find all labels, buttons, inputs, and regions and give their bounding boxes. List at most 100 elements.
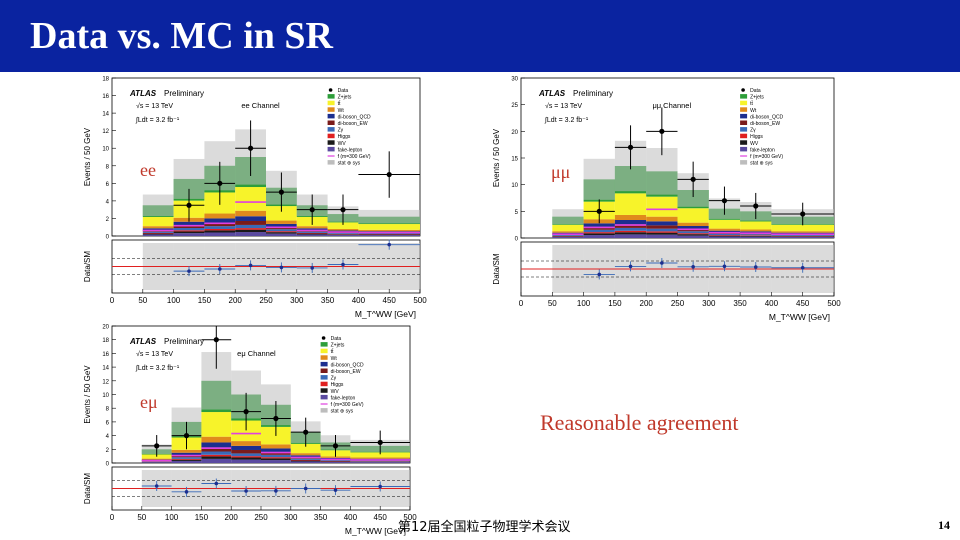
legend-entry: fake-lepton [338,147,363,153]
legend-entry: WV [338,141,347,147]
y-tick-label: 14 [102,112,109,118]
legend-marker [327,140,335,145]
stack-zgamma [141,461,172,462]
data-point [753,203,759,209]
legend-entry: fake-lepton [750,147,775,153]
energy-label: √s = 13 TeV [545,102,582,110]
legend-entry: di-boson_EW [331,369,361,375]
legend-entry: stat ⊕ sys [338,161,361,167]
y-tick-label: 2 [106,448,110,454]
legend-marker [327,100,335,106]
stack-fake-lepton [358,235,420,236]
stack-ttbar [740,221,772,230]
ratio-point [691,264,695,269]
stack-higgs [266,231,297,233]
stack-diboson-ew [204,222,236,227]
legend-entry: di-boson_QCD [338,114,371,120]
stack-diboson-qcd [261,448,291,452]
stack-wt [142,226,174,229]
legend-marker [320,394,328,400]
data-point [340,207,346,213]
stack-diboson-qcd [552,232,584,234]
plot-canvas-ee: 0 2 4 6 8 10 12 14 16 18 Events / 50 GeV ATLAS Preli… [83,77,427,320]
x-tick-label: 350 [314,513,328,522]
stack-fake-lepton [142,234,174,236]
x-axis-label: M_T^WW [GeV] [769,312,830,322]
legend-marker [740,160,748,165]
slide-title: Data vs. MC in SR [30,15,333,57]
legend-entry: Zγ [331,376,337,382]
uncertainty-band [552,209,584,225]
x-tick-label: 50 [138,296,147,305]
y-tick-label: 20 [102,325,109,331]
stack-ttbar [646,196,678,217]
y-tick-label: 10 [511,183,518,189]
data-point [659,128,665,134]
legend-marker [740,127,748,132]
stack-wv [235,229,266,233]
ratio-point [274,489,278,493]
x-tick-label: 300 [702,299,716,308]
stack-higgs [261,457,291,459]
x-tick-label: 400 [344,513,358,522]
x-tick-label: 150 [198,296,212,305]
uncertainty-band [646,148,678,195]
preliminary-label: Preliminary [164,337,204,346]
stack-wv [740,235,772,237]
legend-entry: Wt [331,356,338,362]
legend-entry: Z+jets [331,343,345,349]
stack-zgamma [708,233,741,236]
stack-wt [231,441,261,446]
preliminary-label: Preliminary [573,89,613,98]
stack-diboson-ew [583,226,615,230]
preliminary-label: Preliminary [164,89,204,98]
x-tick-label: 450 [383,296,397,305]
ratio-axis-label: Data/SM [83,473,92,504]
y-tick-label: 10 [102,393,109,399]
stack-zgamma [261,454,291,458]
data-point [332,443,339,449]
stack-wv [231,457,261,460]
ratio-point [214,481,219,486]
legend-entry: Zγ [338,128,344,134]
data-point [186,202,192,208]
legend-entry: Wt [750,108,757,114]
stack-wt [320,456,351,458]
stack-ttbar [231,420,261,442]
stack-zgamma [201,451,232,455]
legend-marker [320,368,328,373]
stack-zgamma [142,231,174,233]
stack-zgamma [350,460,410,462]
stack-fake-lepton [231,459,261,463]
legend-marker [320,361,328,367]
stack-diboson-qcd [583,223,615,227]
stack-fake-lepton [614,234,647,238]
stack-wt [708,228,741,231]
stack-wt [171,449,202,453]
x-axis-label: M_T^WW [GeV] [345,526,406,536]
data-point [213,337,219,343]
x-tick-label: 0 [110,513,115,522]
stack-zgamma [614,227,647,231]
stack-fake-lepton [552,236,584,238]
legend-marker [740,113,748,119]
legend-entry: di-boson_EW [750,121,780,127]
legend-marker [320,388,328,393]
stack-zgamma [235,224,266,229]
legend-entry: Data [750,88,761,94]
stack-wt [204,213,236,219]
x-tick-label: 500 [827,299,841,308]
legend-entry: Wt [338,108,345,114]
stack-wv [261,458,291,461]
data-point [243,409,249,415]
legend-marker [320,375,328,380]
ratio-point [154,484,159,488]
x-tick-label: 300 [284,513,298,522]
x-tick-label: 100 [165,513,179,522]
y-tick-label: 6 [106,182,110,188]
stack-wv [552,236,584,237]
y-tick-label: 10 [102,147,109,153]
stack-diboson-qcd [231,445,261,450]
legend-entry: di-boson_QCD [750,114,783,120]
atlas-label: ATLAS [129,337,157,346]
